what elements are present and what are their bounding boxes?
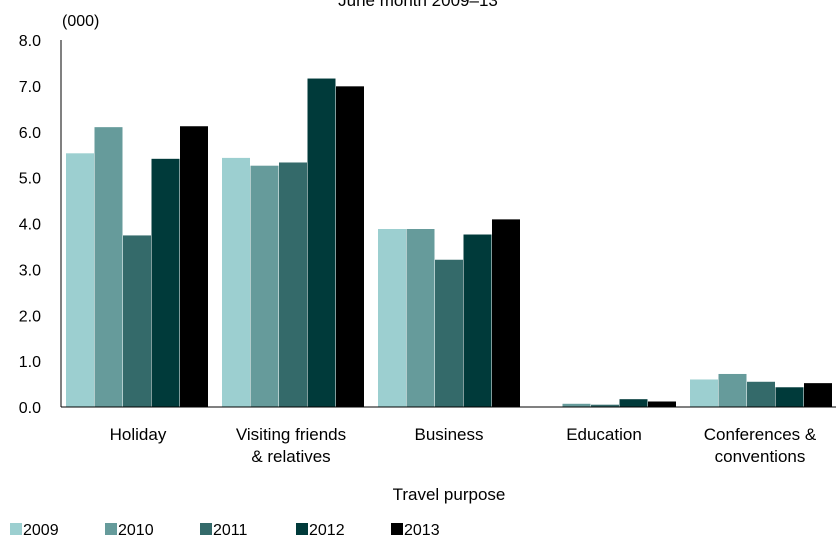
y-tick-label: 6.0 bbox=[19, 125, 41, 142]
bar-2011-1 bbox=[279, 162, 307, 407]
x-category-label-line: Holiday bbox=[110, 425, 167, 444]
bar-2012-4 bbox=[775, 387, 804, 407]
bar-2012-0 bbox=[151, 158, 180, 407]
bar-2009-4 bbox=[690, 379, 718, 407]
y-tick-label: 8.0 bbox=[19, 33, 41, 50]
legend-swatch bbox=[296, 523, 308, 535]
bar-2012-1 bbox=[307, 78, 336, 407]
x-category-label-line: Conferences & bbox=[704, 425, 817, 444]
y-tick-label: 5.0 bbox=[19, 171, 41, 188]
bar-2011-0 bbox=[123, 235, 151, 407]
bar-2009-0 bbox=[66, 153, 94, 407]
bar-2009-2 bbox=[378, 229, 406, 407]
bar-2011-4 bbox=[747, 381, 775, 407]
bar-2013-1 bbox=[336, 86, 364, 408]
legend-swatch bbox=[391, 523, 403, 535]
legend-label: 2012 bbox=[309, 522, 345, 539]
bar-2013-3 bbox=[648, 401, 676, 407]
y-tick-label: 3.0 bbox=[19, 262, 41, 279]
x-category-label: Business bbox=[415, 425, 484, 444]
legend: 2009 2010 2011 2012 2013 bbox=[10, 522, 440, 539]
y-axis-tick-labels: 0.0 1.0 2.0 3.0 4.0 5.0 6.0 7.0 8.0 bbox=[19, 33, 41, 417]
x-axis-category-labels: Holiday Visiting friends & relatives Busine… bbox=[110, 425, 817, 466]
y-axis-unit-label: (000) bbox=[62, 13, 99, 30]
bar-2012-3 bbox=[619, 399, 648, 407]
x-category-label: Education bbox=[566, 425, 642, 444]
legend-label: 2010 bbox=[118, 522, 154, 539]
bar-2010-1 bbox=[250, 165, 279, 407]
x-category-label: Holiday bbox=[110, 425, 167, 444]
x-category-label-line: conventions bbox=[715, 447, 806, 466]
bars-group bbox=[66, 78, 832, 408]
legend-label: 2009 bbox=[23, 522, 59, 539]
legend-label: 2013 bbox=[404, 522, 440, 539]
x-category-label-line: Education bbox=[566, 425, 642, 444]
bar-2010-0 bbox=[94, 127, 123, 407]
legend-swatch bbox=[10, 523, 22, 535]
y-tick-label: 4.0 bbox=[19, 217, 41, 234]
y-tick-label: 2.0 bbox=[19, 308, 41, 325]
x-axis-title: Travel purpose bbox=[393, 485, 506, 504]
legend-item-2011: 2011 bbox=[200, 522, 248, 539]
y-tick-label: 0.0 bbox=[19, 400, 41, 417]
bar-2013-4 bbox=[804, 383, 832, 407]
legend-item-2009: 2009 bbox=[10, 522, 59, 539]
x-category-label-line: & relatives bbox=[251, 447, 330, 466]
bar-2013-2 bbox=[492, 219, 520, 407]
y-tick-label: 7.0 bbox=[19, 79, 41, 96]
x-category-label-line: Visiting friends bbox=[236, 425, 346, 444]
x-category-label: Visiting friends & relatives bbox=[236, 425, 346, 466]
bar-2010-4 bbox=[718, 373, 747, 407]
legend-item-2010: 2010 bbox=[105, 522, 154, 539]
bar-2009-1 bbox=[222, 157, 250, 407]
bar-2012-2 bbox=[463, 234, 492, 407]
bar-2013-0 bbox=[180, 126, 208, 408]
bar-2011-3 bbox=[591, 404, 619, 407]
legend-label: 2011 bbox=[213, 522, 248, 539]
bar-2010-3 bbox=[562, 403, 591, 407]
chart-title: June month 2009–13 bbox=[338, 0, 498, 10]
bar-2010-2 bbox=[406, 229, 435, 407]
legend-item-2012: 2012 bbox=[296, 522, 345, 539]
x-category-label: Conferences & conventions bbox=[704, 425, 817, 466]
legend-swatch bbox=[105, 523, 117, 535]
bar-2011-2 bbox=[435, 259, 463, 407]
legend-swatch bbox=[200, 523, 212, 535]
x-category-label-line: Business bbox=[415, 425, 484, 444]
legend-item-2013: 2013 bbox=[391, 522, 440, 539]
y-tick-label: 1.0 bbox=[19, 354, 41, 371]
